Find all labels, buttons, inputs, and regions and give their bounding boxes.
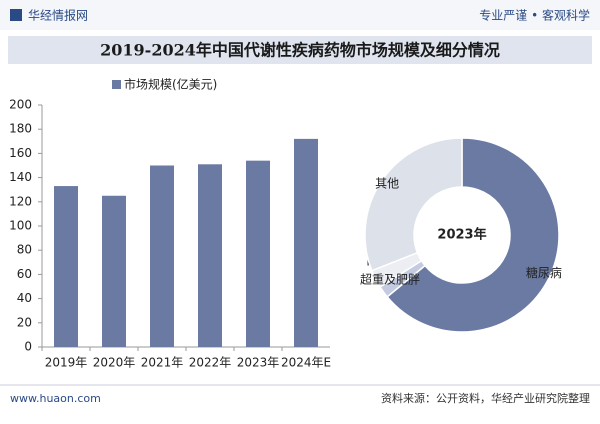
- y-tick-label: 160: [9, 146, 32, 160]
- header-bar: [0, 0, 600, 30]
- brand: 华经情报网: [28, 8, 88, 23]
- chart-title: 2019-2024年中国代谢性疾病药物市场规模及细分情况: [100, 41, 500, 60]
- title-bar: [8, 36, 592, 64]
- y-tick-label: 20: [17, 315, 32, 329]
- slice-label: 糖尿病: [526, 265, 562, 280]
- x-tick-label: 2021年: [141, 356, 184, 370]
- y-tick-label: 100: [9, 219, 32, 233]
- donut-center-label: 2023年: [437, 227, 486, 243]
- slogan: 专业严谨 • 客观科学: [479, 8, 590, 23]
- y-tick-label: 140: [9, 170, 32, 184]
- legend-label: 市场规模(亿美元): [124, 77, 217, 92]
- bar: [198, 164, 222, 347]
- slice-label: 其他: [375, 177, 399, 191]
- bar: [294, 138, 318, 347]
- x-tick-label: 2019年: [45, 356, 88, 370]
- y-tick-label: 80: [17, 243, 32, 257]
- logo: [10, 9, 22, 21]
- y-tick-label: 120: [9, 194, 32, 208]
- donut-slice: [364, 137, 463, 272]
- y-tick-label: 60: [17, 267, 32, 281]
- bar: [150, 165, 174, 347]
- slice-label: 超重及肥胖: [360, 272, 420, 287]
- donut-slice: [386, 137, 560, 333]
- y-tick-label: 0: [24, 340, 32, 354]
- bar: [246, 160, 270, 347]
- legend-swatch: [112, 80, 121, 89]
- footer-source: 资料来源：公开资料，华经产业研究院整理: [381, 391, 590, 405]
- bar: [102, 195, 126, 347]
- y-tick-label: 40: [17, 291, 32, 305]
- y-tick-label: 200: [9, 98, 32, 112]
- x-tick-label: 2023年: [237, 356, 280, 370]
- footer-site: www.huaon.com: [10, 392, 101, 405]
- bar: [54, 186, 78, 347]
- x-tick-label: 2024年E: [281, 356, 331, 370]
- x-tick-label: 2020年: [93, 356, 136, 370]
- x-tick-label: 2022年: [189, 356, 232, 370]
- y-tick-label: 180: [9, 122, 32, 136]
